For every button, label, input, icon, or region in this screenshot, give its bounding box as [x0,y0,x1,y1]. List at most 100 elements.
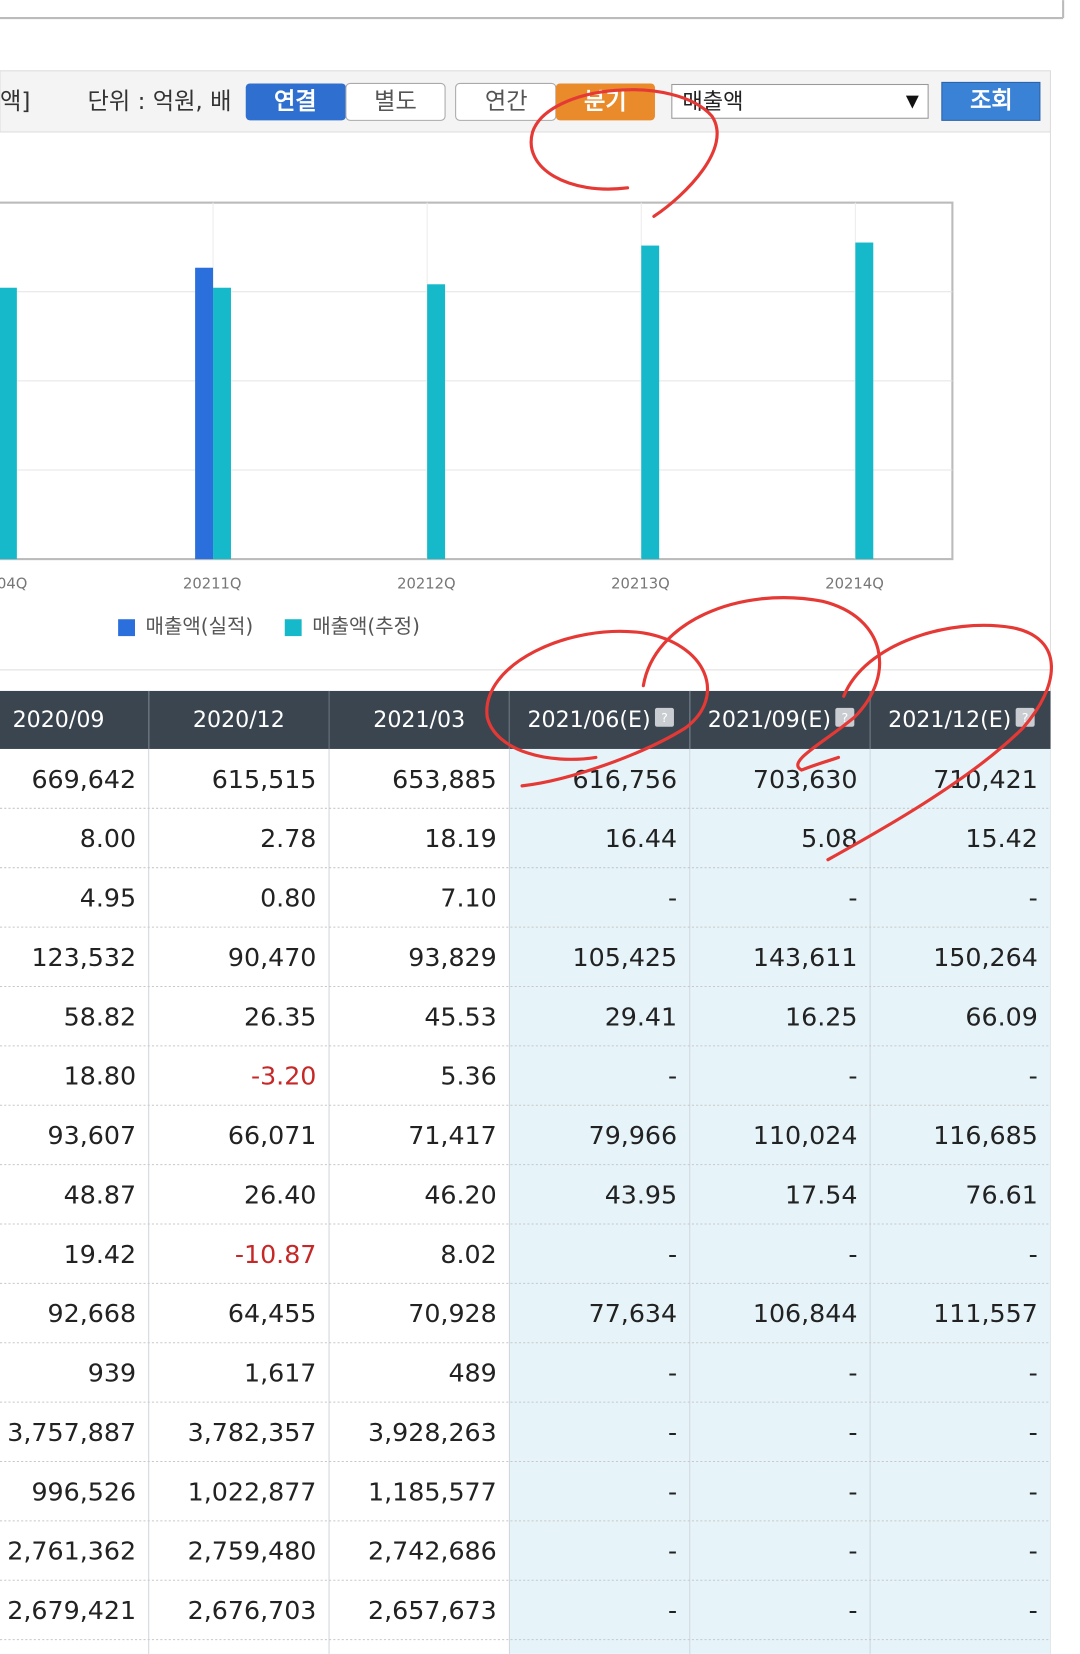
column-header: 2021/09(E) [708,707,831,733]
cell: 939 [88,1359,136,1388]
cell: 66,071 [228,1121,317,1150]
cell: 64,455 [228,1299,317,1328]
cell: 116,685 [933,1121,1038,1150]
cell: 2,679,421 [7,1596,136,1625]
help-icon-mark: ? [661,710,668,725]
header-bg [0,690,1051,749]
help-icon [654,707,674,727]
cell: - [668,1477,677,1506]
cell: - [1029,884,1038,913]
estimate-bg [509,748,690,1654]
cell: 2,759,480 [188,1537,317,1566]
cell: - [668,1596,677,1625]
cell: 79,966 [589,1121,678,1150]
cell: - [1029,1359,1038,1388]
cell: 5.36 [440,1062,496,1091]
cell: 66.09 [965,1002,1037,1031]
cell: - [1029,1418,1038,1447]
cell: - [848,1359,857,1388]
cell: - [668,1062,677,1091]
cell: -3.20 [251,1062,316,1091]
cell: 43.95 [605,1180,677,1209]
cell: - [848,1240,857,1269]
legend-label: 매출액(추정) [312,614,420,638]
bar [213,287,231,560]
scribble [529,88,719,218]
cell: - [848,1418,857,1447]
cell: 106,844 [753,1299,858,1328]
table: 2020/09 2020/12 2021/03 2021/06(E)? 2021/09(… [0,690,1051,1654]
cell: - [1029,1062,1038,1091]
cell: 19.42 [64,1240,136,1269]
estimate-bg [870,748,1051,1654]
cell: 45.53 [424,1002,496,1031]
bar [427,284,446,560]
cell: 2,657,673 [368,1596,497,1625]
legend-swatch [284,619,302,637]
cell: 2.78 [260,824,316,853]
cell: 4.95 [80,884,136,913]
help-icon-mark: ? [1022,710,1029,725]
cell: 1,185,577 [368,1477,497,1506]
cell: - [848,1062,857,1091]
cut-label: 액] [0,88,30,115]
button[interactable]: 별도 [374,88,417,115]
select-arrow: ▼ [906,90,919,110]
cell: 26.40 [244,1180,316,1209]
cell: 8.02 [440,1240,496,1269]
cell: - [848,1477,857,1506]
annotations [485,88,1053,862]
cell: 93,829 [408,943,497,972]
legend-label: 매출액(실적) [146,614,254,638]
cell: 710,421 [933,765,1038,794]
cell: 70,928 [408,1299,497,1328]
help-icon-mark: ? [841,710,848,725]
column-header: 2020/09 [13,707,105,733]
submit-button[interactable]: 조회 [970,87,1013,114]
submit-bg [941,81,1041,121]
x-tick-label: 20212Q [397,575,456,592]
cell: 29.41 [605,1002,677,1031]
cell: 123,532 [31,943,136,972]
cell: 1,022,877 [188,1477,317,1506]
cell: 8.00 [80,824,136,853]
cell: 46.20 [424,1180,496,1209]
cell: 2,676,703 [188,1596,317,1625]
btn-bg [245,83,346,121]
cell: 15.42 [965,824,1037,853]
cell: - [668,1359,677,1388]
cell: - [668,884,677,913]
select-box[interactable] [671,83,929,119]
unit-label: 단위 : 억원, 배 [88,88,232,115]
cell: 143,611 [753,943,858,972]
bar [0,287,17,560]
column-header: 2021/03 [373,707,465,733]
chart: 04Q 20211Q 20212Q 20213Q 20214Q 매출액(실적) 매출액(추정… [0,201,1051,671]
cell: 92,668 [48,1299,137,1328]
cell: 150,264 [933,943,1038,972]
cell: 17.54 [785,1180,857,1209]
cell: 105,425 [573,943,678,972]
cell: 18.80 [64,1062,136,1091]
button[interactable]: 연결 [274,88,317,115]
cell: 615,515 [212,765,317,794]
bar [195,267,214,560]
column-header: 2021/12(E) [888,707,1011,733]
cell: 16.44 [605,824,677,853]
cell: 77,634 [589,1299,678,1328]
estimate-bg [689,748,871,1654]
cell: 3,782,357 [188,1418,317,1447]
cell: 3,757,887 [7,1418,136,1447]
legend-swatch [118,619,135,637]
cell: 996,526 [31,1477,136,1506]
bar [855,242,874,560]
cell: 110,024 [753,1121,858,1150]
cell: 93,607 [48,1121,137,1150]
cell: 669,642 [31,765,136,794]
button[interactable]: 연간 [485,88,528,115]
cell: - [1029,1477,1038,1506]
cell: 16.25 [785,1002,857,1031]
column-header: 2021/06(E) [527,707,650,733]
x-tick-label: 20213Q [611,575,670,592]
